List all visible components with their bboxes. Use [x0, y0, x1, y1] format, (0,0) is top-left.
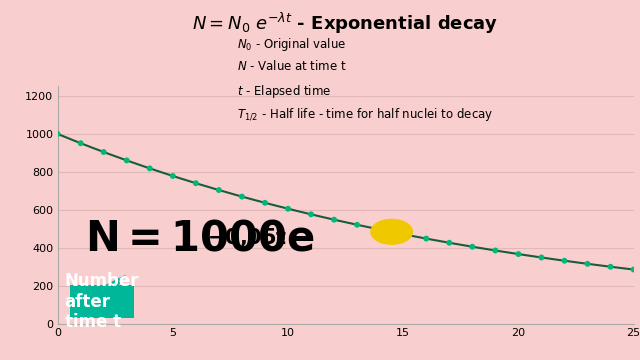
Point [490, 248, 500, 253]
Text: $N = N_0\ e^{-\lambda t}$ - Exponential decay: $N = N_0\ e^{-\lambda t}$ - Exponential … [193, 11, 499, 36]
Point [467, 244, 477, 249]
Point [582, 261, 593, 267]
Point [513, 251, 524, 257]
Ellipse shape [371, 220, 412, 244]
Text: $t$ - Elapsed time: $t$ - Elapsed time [237, 83, 331, 100]
Point [421, 236, 431, 242]
Text: $T_{1/2}$ - Half life - time for half nuclei to decay: $T_{1/2}$ - Half life - time for half nu… [237, 106, 493, 123]
Point [375, 227, 385, 233]
Point [122, 158, 132, 163]
Point [352, 222, 362, 228]
Point [628, 267, 639, 273]
Polygon shape [105, 275, 126, 285]
Point [214, 187, 224, 193]
Text: Number
after
time t: Number after time t [65, 272, 140, 332]
Point [559, 258, 570, 264]
Point [398, 231, 408, 237]
Point [306, 211, 316, 217]
Point [168, 173, 178, 179]
Text: $N_0$ - Original value: $N_0$ - Original value [237, 36, 346, 53]
Point [191, 180, 201, 186]
Point [605, 264, 616, 270]
Text: $\mathbf{N = 1000e}$: $\mathbf{N = 1000e}$ [85, 217, 316, 259]
FancyBboxPatch shape [70, 285, 134, 318]
Point [76, 140, 86, 146]
Point [237, 194, 247, 199]
Point [99, 149, 109, 155]
Point [536, 255, 547, 260]
Point [260, 200, 270, 206]
Point [145, 166, 155, 171]
Point [283, 206, 293, 212]
Point [329, 217, 339, 222]
Point [444, 240, 454, 246]
Point [52, 131, 63, 137]
Text: $\mathbf{-0{,}05t}$: $\mathbf{-0{,}05t}$ [207, 226, 288, 249]
Text: $N$ - Value at time t: $N$ - Value at time t [237, 59, 346, 73]
